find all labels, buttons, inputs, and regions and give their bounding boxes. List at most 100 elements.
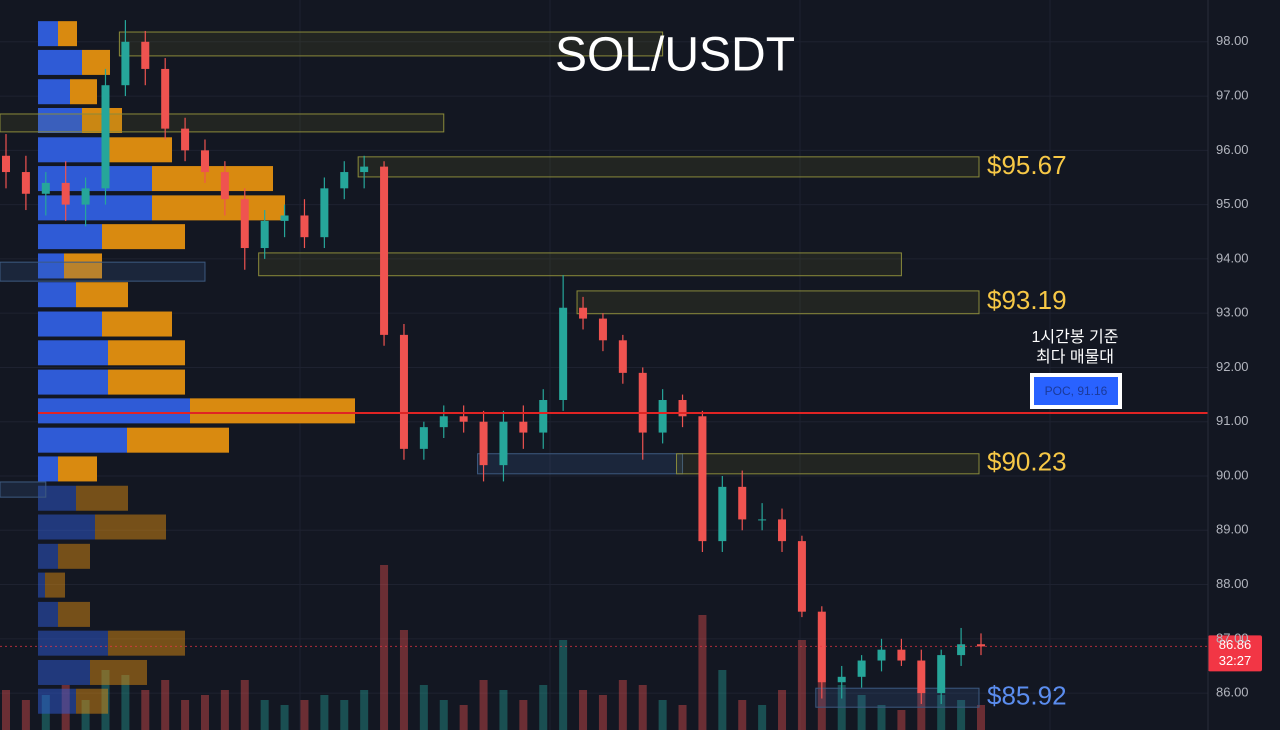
zone-label: $93.19 — [987, 285, 1067, 315]
volume-bar — [797, 640, 806, 730]
y-tick-label: 87.00 — [1216, 630, 1249, 645]
candle-body — [559, 307, 568, 401]
volume-bar — [399, 630, 408, 730]
supply-zone — [357, 156, 980, 178]
y-tick-label: 91.00 — [1216, 413, 1249, 428]
volume-bar — [857, 695, 866, 730]
volume-bar — [539, 685, 548, 730]
volume-bar — [479, 680, 488, 730]
zone-label: $90.23 — [987, 447, 1067, 477]
volume-bar — [618, 680, 627, 730]
volume-bar — [957, 700, 966, 730]
vp-buy — [38, 427, 127, 453]
y-tick-label: 92.00 — [1216, 359, 1249, 374]
vp-sell — [76, 688, 108, 714]
volume-bar — [598, 695, 607, 730]
volume-bar — [579, 690, 588, 730]
vp-sell — [108, 630, 185, 656]
volume-bar — [937, 695, 946, 730]
volume-bar — [121, 675, 130, 730]
y-tick-label: 90.00 — [1216, 467, 1249, 482]
vp-sell — [127, 427, 229, 453]
vp-sell — [108, 340, 185, 366]
candle-body — [877, 649, 886, 661]
last-price-label: 86.86 — [1219, 637, 1252, 652]
candle-body — [499, 421, 508, 466]
vp-buy — [38, 456, 58, 482]
volume-bar — [360, 690, 369, 730]
candle-body — [2, 155, 10, 173]
vp-buy — [38, 688, 76, 714]
y-tick-label: 97.00 — [1216, 88, 1249, 103]
candle-body — [161, 68, 170, 129]
demand-zone — [815, 687, 980, 708]
candle-body — [917, 660, 926, 694]
vp-sell — [76, 282, 128, 308]
volume-bar — [977, 705, 985, 730]
candle-body — [937, 655, 946, 694]
vp-sell — [64, 253, 102, 279]
last-price-tag — [1208, 635, 1262, 672]
poc-note: 최다 매물대 — [1036, 348, 1114, 366]
vp-sell — [108, 369, 185, 395]
candle-body — [479, 421, 488, 466]
volume-bar — [419, 685, 428, 730]
volume-bar — [459, 705, 468, 730]
vp-buy — [38, 398, 190, 424]
candle-body — [857, 660, 866, 677]
vp-buy — [38, 340, 108, 366]
candle-body — [718, 486, 727, 542]
volume-bar — [738, 700, 747, 730]
volume-bar — [638, 685, 647, 730]
volume-bar — [559, 640, 568, 730]
volume-bar — [698, 615, 707, 730]
candle-body — [41, 182, 50, 194]
y-tick-label: 98.00 — [1216, 33, 1249, 48]
vp-sell — [58, 21, 77, 47]
countdown: 32:27 — [1219, 653, 1252, 668]
vp-buy — [38, 369, 108, 395]
candle-body — [260, 220, 269, 249]
volume-bar — [917, 690, 926, 730]
zone-label: $85.92 — [987, 681, 1067, 711]
y-tick-label: 89.00 — [1216, 522, 1249, 537]
y-tick-label: 93.00 — [1216, 305, 1249, 320]
volume-bar — [161, 680, 170, 730]
y-tick-label: 94.00 — [1216, 250, 1249, 265]
volume-bar — [300, 700, 309, 730]
candle-body — [678, 400, 687, 417]
vp-sell — [58, 601, 90, 627]
vp-buy — [38, 166, 152, 192]
y-tick-label: 95.00 — [1216, 196, 1249, 211]
vp-sell — [152, 195, 285, 221]
volume-bar — [897, 710, 906, 730]
vp-buy — [38, 659, 90, 685]
supply-zone — [258, 252, 902, 277]
volume-bar — [21, 700, 30, 730]
poc-box-inner — [1034, 377, 1118, 405]
volume-bar — [220, 690, 229, 730]
candle-body — [519, 421, 528, 433]
y-tick-label: 88.00 — [1216, 576, 1249, 591]
candle-body — [598, 318, 607, 341]
volume-bar — [240, 680, 249, 730]
vp-buy — [38, 572, 45, 598]
volume-bar — [718, 670, 727, 730]
vp-sell — [102, 224, 185, 250]
chart-title: SOL/USDT — [555, 29, 795, 82]
candle-body — [837, 676, 846, 683]
volume-profile — [38, 21, 355, 714]
vp-sell — [70, 79, 97, 105]
vp-sell — [95, 514, 166, 540]
supply-zone — [676, 453, 980, 475]
vp-sell — [58, 456, 97, 482]
supply-zone — [0, 113, 445, 133]
candle-body — [320, 188, 329, 238]
poc-label: POC, 91.16 — [1045, 384, 1108, 398]
volume-bar — [658, 700, 667, 730]
vp-sell — [76, 485, 128, 511]
candle-body — [300, 215, 309, 238]
